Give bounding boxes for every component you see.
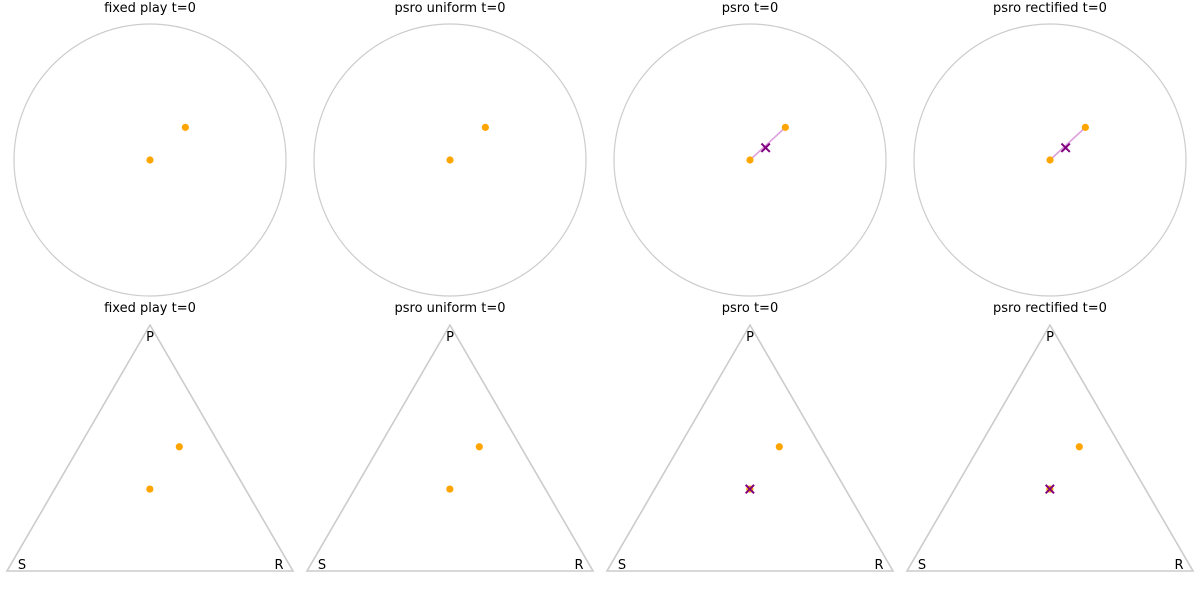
- panel-disc-3: psro t=0: [613, 1, 887, 297]
- panel-simplex-2: psro uniform t=0 P S R: [305, 301, 595, 573]
- vertex-label-left: S: [18, 558, 26, 573]
- disc-outline: [313, 23, 587, 297]
- panel-simplex-4: psro rectified t=0 P S R: [905, 301, 1195, 573]
- strategy-point-2: [775, 443, 783, 451]
- panel-title: psro t=0: [722, 1, 778, 16]
- panel-disc-4: psro rectified t=0: [913, 1, 1187, 297]
- disc-outline: [613, 23, 887, 297]
- panel-title: fixed play t=0: [104, 1, 196, 16]
- strategy-point-1: [446, 485, 454, 493]
- simplex-outline: [905, 323, 1195, 572]
- nash-marker: [744, 484, 755, 494]
- strategy-point-2: [1075, 443, 1083, 451]
- strategy-point-2: [1081, 123, 1089, 131]
- vertex-label-right: R: [874, 558, 883, 573]
- vertex-label-left: S: [618, 558, 626, 573]
- strategy-point-2: [481, 123, 489, 131]
- panel-disc-2: psro uniform t=0: [313, 1, 587, 297]
- vertex-label-right: R: [1174, 558, 1183, 573]
- strategy-point-2: [781, 123, 789, 131]
- strategy-point-1: [146, 485, 154, 493]
- panels: fixed play t=0 psro uniform t=0 psro t=0 ps…: [5, 1, 1195, 573]
- nash-marker: [760, 142, 771, 153]
- simplex-outline: [305, 323, 595, 572]
- population-segment: [1049, 126, 1086, 161]
- vertex-label-top: P: [746, 330, 754, 345]
- vertex-label-top: P: [446, 330, 454, 345]
- population-segment: [749, 126, 786, 161]
- panel-title: fixed play t=0: [104, 301, 196, 316]
- strategy-point-1: [746, 156, 754, 164]
- nash-marker-stroke-b: [1044, 484, 1055, 494]
- panel-simplex-1: fixed play t=0 P S R: [5, 301, 295, 573]
- vertex-label-right: R: [274, 558, 283, 573]
- vertex-label-right: R: [574, 558, 583, 573]
- strategy-point-1: [1046, 156, 1054, 164]
- simplex-outline: [5, 323, 295, 572]
- vertex-label-left: S: [318, 558, 326, 573]
- vertex-label-left: S: [918, 558, 926, 573]
- strategy-point-2: [181, 123, 189, 131]
- panel-disc-1: fixed play t=0: [13, 1, 287, 297]
- disc-outline: [913, 23, 1187, 297]
- strategy-point-1: [146, 156, 154, 164]
- simplex-outline: [605, 323, 895, 572]
- nash-marker-stroke-b: [760, 142, 771, 153]
- vertex-label-top: P: [1046, 330, 1054, 345]
- vertex-label-top: P: [146, 330, 154, 345]
- nash-marker-stroke-b: [744, 484, 755, 494]
- nash-marker: [1044, 484, 1055, 494]
- panel-title: psro uniform t=0: [395, 1, 506, 16]
- strategy-point-2: [475, 443, 483, 451]
- nash-marker: [1060, 142, 1071, 153]
- panel-title: psro uniform t=0: [395, 301, 506, 316]
- nash-marker-stroke-b: [1060, 142, 1071, 153]
- panel-title: psro rectified t=0: [993, 1, 1107, 16]
- panel-simplex-3: psro t=0 P S R: [605, 301, 895, 573]
- panel-title: psro t=0: [722, 301, 778, 316]
- strategy-point-1: [446, 156, 454, 164]
- disc-outline: [13, 23, 287, 297]
- strategy-point-2: [175, 443, 183, 451]
- panel-title: psro rectified t=0: [993, 301, 1107, 316]
